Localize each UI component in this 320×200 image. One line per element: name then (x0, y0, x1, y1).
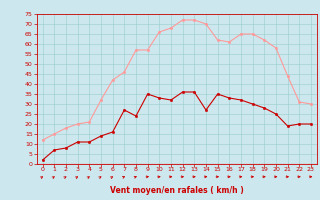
X-axis label: Vent moyen/en rafales ( km/h ): Vent moyen/en rafales ( km/h ) (110, 186, 244, 195)
